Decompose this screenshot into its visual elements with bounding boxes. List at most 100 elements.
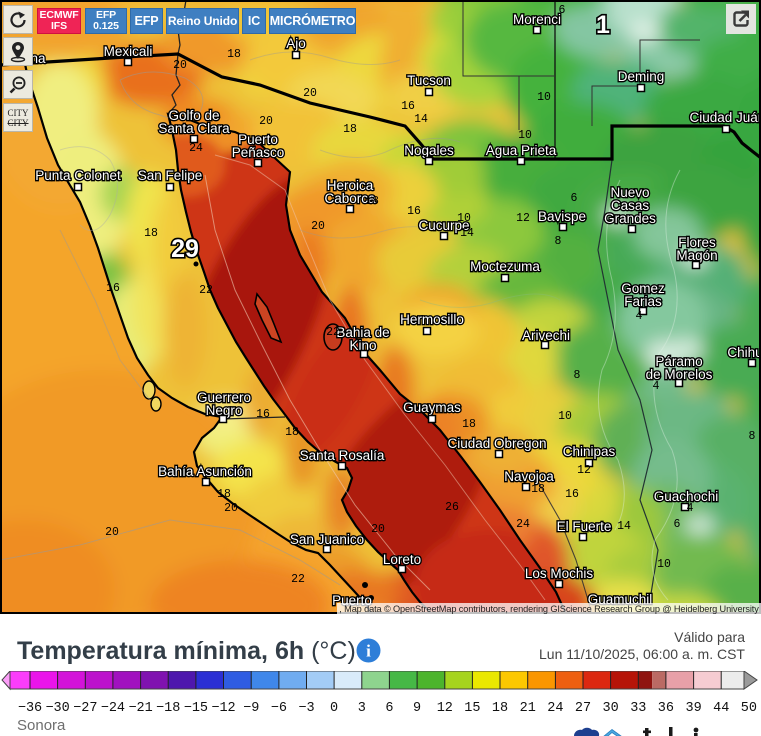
svg-text:Casas: Casas xyxy=(611,198,650,213)
svg-text:10: 10 xyxy=(537,91,551,104)
svg-text:10: 10 xyxy=(518,129,532,142)
svg-text:20: 20 xyxy=(105,526,119,539)
svg-text:18: 18 xyxy=(217,488,231,501)
svg-text:18: 18 xyxy=(462,418,476,431)
svg-text:Agua Prieta: Agua Prieta xyxy=(486,143,557,158)
svg-text:24: 24 xyxy=(516,518,530,531)
svg-text:−12: −12 xyxy=(211,701,235,716)
svg-text:12: 12 xyxy=(516,212,530,225)
svg-text:Punta Colonet: Punta Colonet xyxy=(35,168,121,183)
svg-text:21: 21 xyxy=(520,701,536,716)
svg-text:8: 8 xyxy=(574,369,581,382)
svg-text:16: 16 xyxy=(256,408,270,421)
svg-text:Chihuahua: Chihuahua xyxy=(727,345,761,360)
svg-text:−30: −30 xyxy=(45,701,69,716)
svg-text:Los Mochis: Los Mochis xyxy=(525,566,594,581)
svg-text:Heroica: Heroica xyxy=(327,178,374,193)
svg-text:8: 8 xyxy=(555,235,562,248)
svg-text:Cucurpe: Cucurpe xyxy=(418,218,469,233)
svg-text:−15: −15 xyxy=(184,701,208,716)
svg-text:1: 1 xyxy=(596,11,610,39)
svg-text:6: 6 xyxy=(559,4,566,17)
svg-text:Ciudad Juárez: Ciudad Juárez xyxy=(689,110,761,125)
svg-text:18: 18 xyxy=(365,195,379,208)
svg-text:36: 36 xyxy=(658,701,674,716)
svg-text:na: na xyxy=(30,51,46,66)
svg-text:−21: −21 xyxy=(128,701,152,716)
svg-text:15: 15 xyxy=(464,701,480,716)
svg-text:16: 16 xyxy=(106,282,120,295)
svg-text:16: 16 xyxy=(401,100,415,113)
svg-text:4: 4 xyxy=(636,310,643,323)
svg-text:20: 20 xyxy=(173,59,187,72)
svg-text:29: 29 xyxy=(171,235,199,263)
svg-text:Santa Clara: Santa Clara xyxy=(158,121,230,136)
svg-text:i: i xyxy=(366,642,371,661)
svg-text:3: 3 xyxy=(358,701,366,716)
svg-text:de Morelos: de Morelos xyxy=(646,367,713,382)
svg-text:6: 6 xyxy=(385,701,393,716)
svg-text:Guaymas: Guaymas xyxy=(403,400,461,415)
svg-text:18: 18 xyxy=(492,701,508,716)
svg-text:San Felipe: San Felipe xyxy=(138,168,203,183)
svg-text:30: 30 xyxy=(602,701,618,716)
svg-text:Bahía Asunción: Bahía Asunción xyxy=(158,464,252,479)
svg-text:27: 27 xyxy=(575,701,591,716)
svg-text:El Fuerte: El Fuerte xyxy=(557,519,612,534)
svg-text:Grandes: Grandes xyxy=(604,211,656,226)
svg-text:16: 16 xyxy=(407,205,421,218)
svg-text:Farias: Farias xyxy=(624,294,662,309)
svg-text:22: 22 xyxy=(291,573,305,586)
svg-text:18: 18 xyxy=(227,48,241,61)
svg-text:18: 18 xyxy=(285,426,299,439)
svg-text:22: 22 xyxy=(326,326,340,339)
svg-text:−36: −36 xyxy=(18,701,42,716)
svg-text:Gomez: Gomez xyxy=(621,281,665,296)
svg-text:12: 12 xyxy=(437,701,453,716)
svg-text:Magón: Magón xyxy=(676,248,717,263)
svg-text:Ajo: Ajo xyxy=(286,36,306,51)
svg-text:Flores: Flores xyxy=(678,235,716,250)
svg-text:6: 6 xyxy=(674,518,681,531)
svg-text:10: 10 xyxy=(457,212,471,225)
svg-text:Páramo: Páramo xyxy=(655,354,702,369)
svg-text:Caborca: Caborca xyxy=(324,191,376,206)
svg-text:12: 12 xyxy=(577,464,591,477)
svg-text:26: 26 xyxy=(445,501,459,514)
svg-text:4: 4 xyxy=(653,380,660,393)
svg-text:20: 20 xyxy=(224,502,238,515)
svg-text:20: 20 xyxy=(311,220,325,233)
svg-text:24: 24 xyxy=(189,142,203,155)
svg-text:24: 24 xyxy=(547,701,563,716)
svg-text:Tucson: Tucson xyxy=(407,73,451,88)
svg-text:Bahia de: Bahia de xyxy=(336,325,389,340)
svg-text:Guerrero: Guerrero xyxy=(197,390,251,405)
svg-text:39: 39 xyxy=(685,701,701,716)
svg-text:9: 9 xyxy=(413,701,421,716)
svg-text:−18: −18 xyxy=(156,701,180,716)
svg-text:−3: −3 xyxy=(298,701,314,716)
svg-text:Hermosillo: Hermosillo xyxy=(400,312,464,327)
svg-text:20: 20 xyxy=(259,115,273,128)
svg-text:−6: −6 xyxy=(271,701,287,716)
svg-text:Golfo de: Golfo de xyxy=(168,108,219,123)
svg-text:Loreto: Loreto xyxy=(383,552,421,567)
svg-text:Chinipas: Chinipas xyxy=(563,444,616,459)
svg-text:50: 50 xyxy=(741,701,757,716)
svg-text:Bavispe: Bavispe xyxy=(538,209,586,224)
svg-text:14: 14 xyxy=(617,520,631,533)
svg-text:Puerto: Puerto xyxy=(238,132,278,147)
svg-text:8: 8 xyxy=(749,430,756,443)
svg-text:20: 20 xyxy=(371,523,385,536)
svg-text:Nogales: Nogales xyxy=(404,143,454,158)
svg-text:Deming: Deming xyxy=(618,69,665,84)
svg-text:Negro: Negro xyxy=(206,403,243,418)
svg-text:22: 22 xyxy=(199,284,213,297)
svg-text:Kino: Kino xyxy=(349,338,376,353)
svg-text:San Juanico: San Juanico xyxy=(290,532,364,547)
svg-text:18: 18 xyxy=(343,123,357,136)
svg-text:−24: −24 xyxy=(101,701,125,716)
svg-text:10: 10 xyxy=(558,410,572,423)
svg-text:4: 4 xyxy=(687,502,694,515)
svg-text:10: 10 xyxy=(657,558,671,571)
